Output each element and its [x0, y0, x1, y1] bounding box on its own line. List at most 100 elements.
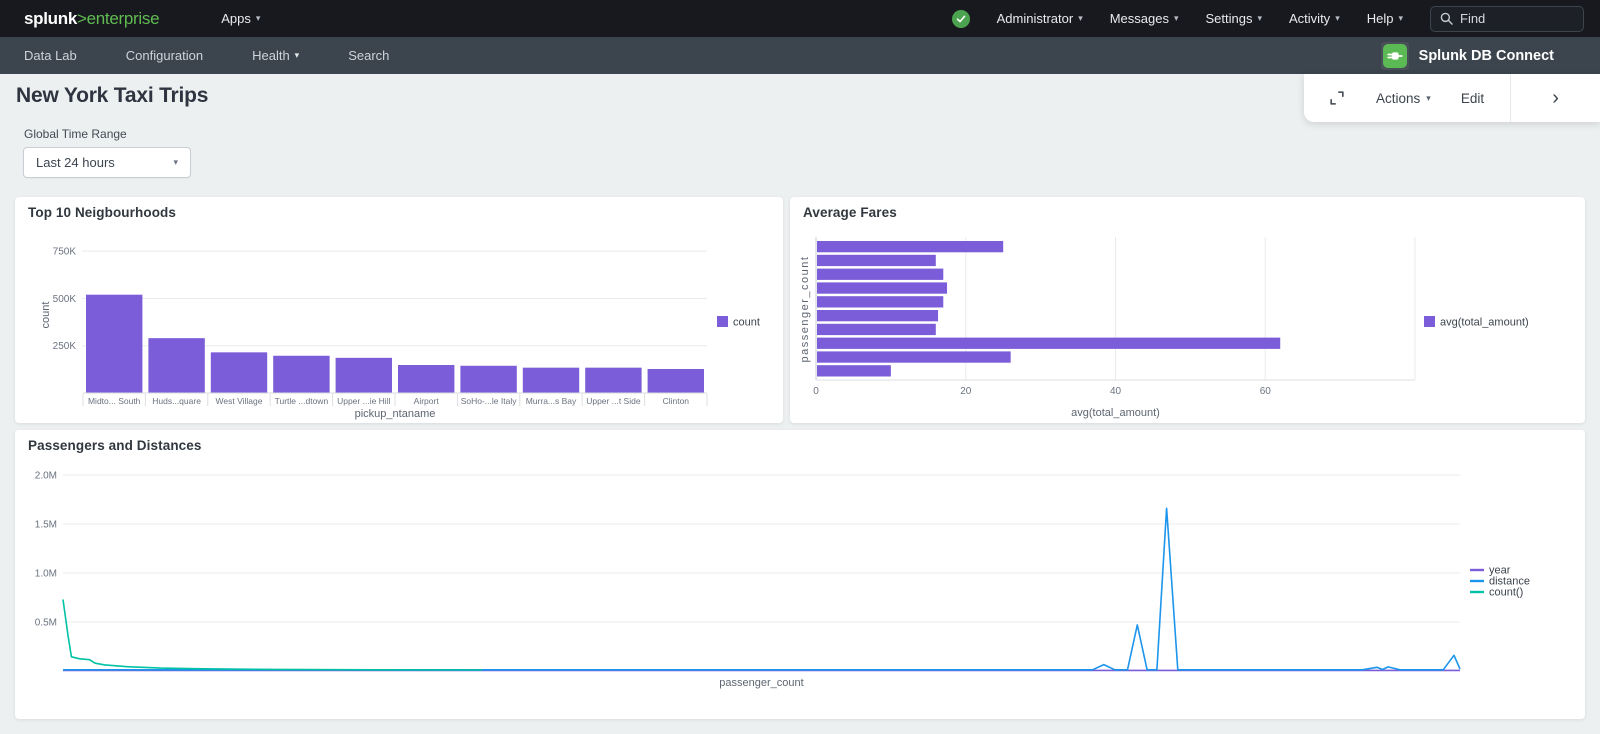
menu-administrator-label: Administrator — [996, 11, 1074, 26]
legend-swatch — [1424, 316, 1435, 327]
actions-button-label: Actions — [1376, 90, 1421, 106]
svg-text:250K: 250K — [53, 341, 77, 352]
caret-down-icon: ▾ — [1078, 13, 1083, 23]
bar — [817, 351, 1011, 363]
bar — [817, 365, 891, 377]
svg-text:avg(total_amount): avg(total_amount) — [1071, 407, 1160, 419]
collapse-panel-button[interactable]: › — [1511, 88, 1600, 108]
menu-activity[interactable]: Activity ▾ — [1289, 11, 1340, 26]
caret-down-icon: ▾ — [1335, 13, 1340, 23]
menu-administrator[interactable]: Administrator ▾ — [997, 11, 1083, 26]
svg-text:Upper ...ie Hill: Upper ...ie Hill — [337, 396, 390, 406]
logo-text: splunk — [24, 8, 77, 28]
menu-help-label: Help — [1366, 11, 1394, 26]
svg-text:1.5M: 1.5M — [35, 520, 57, 531]
menu-messages-label: Messages — [1109, 11, 1169, 26]
svg-text:2.0M: 2.0M — [35, 471, 57, 482]
time-range-value: Last 24 hours — [36, 155, 115, 170]
caret-down-icon: ▾ — [255, 13, 261, 23]
find-search-input[interactable] — [1460, 11, 1570, 26]
passengers-distances-line-chart[interactable]: 0.5M 1.0M 1.5M 2.0M passenger_count yeardista… — [15, 430, 1585, 719]
menu-settings-label: Settings — [1205, 11, 1253, 26]
caret-down-icon: ▾ — [1426, 92, 1431, 103]
nav-item-configuration-label: Configuration — [125, 48, 204, 63]
nav-item-search[interactable]: Search — [348, 48, 389, 63]
svg-text:count(): count() — [1489, 587, 1523, 599]
svg-text:avg(total_amount): avg(total_amount) — [1440, 317, 1529, 329]
search-icon — [1440, 12, 1453, 25]
bar — [585, 367, 642, 393]
fullscreen-button[interactable] — [1328, 89, 1346, 107]
nav-item-health-label: Health — [252, 48, 290, 63]
bar — [522, 367, 580, 393]
svg-text:SoHo-...le Italy: SoHo-...le Italy — [461, 396, 517, 406]
chevron-right-icon: › — [1552, 87, 1559, 109]
series-count() — [62, 599, 483, 671]
menu-messages[interactable]: Messages ▾ — [1110, 11, 1179, 26]
time-range-dropdown[interactable]: Last 24 hours ▾ — [23, 147, 191, 178]
caret-down-icon: ▾ — [1398, 13, 1403, 23]
panel-title: Average Fares — [803, 205, 897, 220]
bar — [817, 310, 939, 322]
svg-text:Upper ...t Side: Upper ...t Side — [586, 396, 641, 406]
menu-settings[interactable]: Settings ▾ — [1206, 11, 1263, 26]
svg-text:West Village: West Village — [216, 396, 263, 406]
panel-top-10-neighbourhoods: 250K 500K 750K Midto... South Huds...quare We… — [15, 197, 783, 423]
menu-help[interactable]: Help ▾ — [1367, 11, 1403, 26]
svg-text:year: year — [1489, 565, 1511, 577]
svg-text:Murra...s Bay: Murra...s Bay — [526, 396, 577, 406]
bar — [86, 294, 143, 393]
bar — [460, 365, 517, 393]
top10-bar-chart[interactable]: 250K 500K 750K Midto... South Huds...quare We… — [15, 197, 783, 423]
top-nav-right: Administrator ▾ Messages ▾ Settings ▾ Ac… — [951, 5, 1584, 32]
svg-text:0.5M: 0.5M — [35, 618, 57, 629]
panel-average-fares: 0 20 40 60 avg(total_amount) passenger_count a… — [790, 197, 1585, 423]
find-search[interactable] — [1430, 5, 1584, 32]
series-distance — [63, 507, 1461, 671]
apps-menu[interactable]: Apps ▾ — [221, 11, 260, 26]
bar — [817, 241, 1004, 253]
average-fares-bar-chart[interactable]: 0 20 40 60 avg(total_amount) passenger_count a… — [790, 197, 1585, 423]
bar — [148, 338, 205, 393]
check-icon — [956, 15, 965, 22]
bar — [817, 268, 944, 280]
svg-text:Huds...quare: Huds...quare — [152, 396, 201, 406]
bar — [817, 323, 936, 336]
toolbar-divider — [1510, 74, 1512, 122]
actions-button[interactable]: Actions ▾ — [1376, 91, 1431, 106]
time-range-label: Global Time Range — [24, 127, 127, 141]
apps-menu-label: Apps — [221, 11, 251, 26]
svg-text:Airport: Airport — [414, 396, 440, 406]
nav-item-data-lab[interactable]: Data Lab — [24, 48, 77, 63]
panel-title: Top 10 Neigbourhoods — [28, 205, 176, 220]
edit-button-label: Edit — [1460, 90, 1485, 106]
svg-text:1.0M: 1.0M — [35, 569, 57, 580]
svg-text:passenger_count: passenger_count — [719, 677, 803, 689]
caret-down-icon: ▾ — [1173, 13, 1179, 23]
top-nav: splunk >enterprise Apps ▾ Administrator ▾… — [0, 0, 1600, 37]
app-title: Splunk DB Connect — [1418, 47, 1554, 64]
edit-button[interactable]: Edit — [1461, 91, 1484, 106]
bar — [273, 355, 330, 393]
bar — [817, 282, 948, 294]
svg-text:distance: distance — [1489, 576, 1530, 588]
bar — [210, 352, 268, 393]
panel-passengers-distances: 0.5M 1.0M 1.5M 2.0M passenger_count year dista… — [15, 430, 1585, 719]
nav-item-search-label: Search — [348, 48, 390, 63]
health-status-icon[interactable] — [951, 9, 970, 28]
nav-item-health[interactable]: Health ▾ — [252, 48, 299, 63]
bar — [335, 357, 392, 393]
svg-text:Turtle ...dtown: Turtle ...dtown — [275, 396, 329, 406]
svg-text:750K: 750K — [53, 247, 77, 258]
app-nav: Data Lab Configuration Health ▾ Search — [0, 37, 1600, 74]
svg-text:count: count — [733, 317, 760, 329]
menu-activity-label: Activity — [1289, 11, 1331, 26]
svg-text:Clinton: Clinton — [663, 396, 690, 406]
db-connect-app[interactable]: Splunk DB Connect — [1380, 41, 1554, 70]
caret-down-icon: ▾ — [173, 157, 178, 167]
nav-item-configuration[interactable]: Configuration — [126, 48, 203, 63]
plug-icon — [1382, 43, 1407, 68]
splunk-logo[interactable]: splunk >enterprise — [24, 8, 160, 29]
expand-icon — [1330, 91, 1344, 105]
